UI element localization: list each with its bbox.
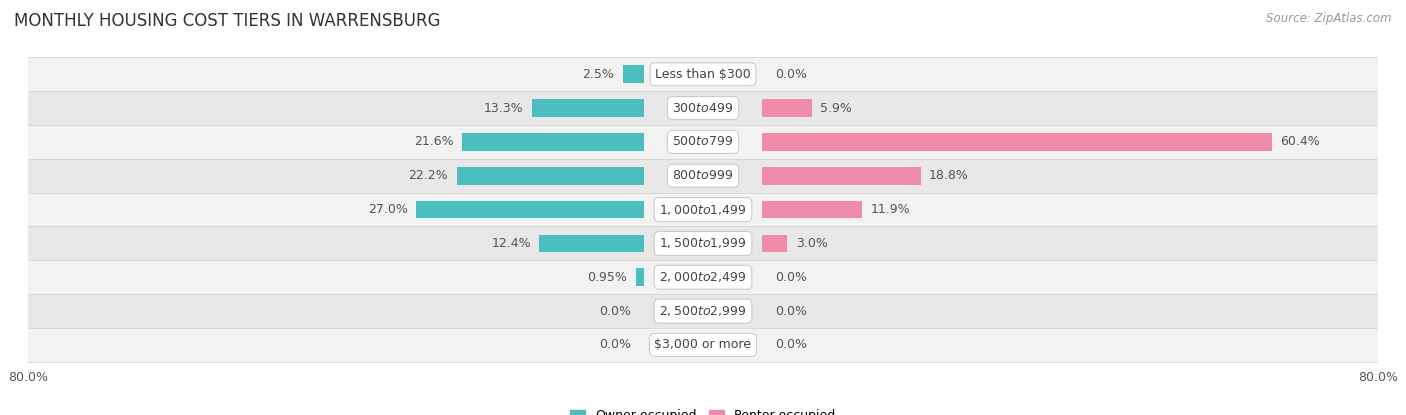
Text: Less than $300: Less than $300 [655,68,751,81]
Text: 0.95%: 0.95% [588,271,627,284]
Bar [28,125,1378,159]
Text: 11.9%: 11.9% [870,203,911,216]
Text: 18.8%: 18.8% [929,169,969,182]
Bar [457,167,644,185]
Text: MONTHLY HOUSING COST TIERS IN WARRENSBURG: MONTHLY HOUSING COST TIERS IN WARRENSBUR… [14,12,440,30]
Text: $2,000 to $2,499: $2,000 to $2,499 [659,270,747,284]
Bar [28,227,1378,260]
Bar [28,91,1378,125]
Bar [762,234,787,252]
Bar [623,66,644,83]
Text: 22.2%: 22.2% [409,169,449,182]
Text: 0.0%: 0.0% [775,68,807,81]
Text: $800 to $999: $800 to $999 [672,169,734,182]
Text: 5.9%: 5.9% [820,102,852,115]
Text: 60.4%: 60.4% [1279,135,1320,149]
Text: $3,000 or more: $3,000 or more [655,338,751,352]
Text: $300 to $499: $300 to $499 [672,102,734,115]
Text: 0.0%: 0.0% [775,305,807,317]
Bar [762,167,921,185]
Text: 21.6%: 21.6% [413,135,453,149]
Text: $2,500 to $2,999: $2,500 to $2,999 [659,304,747,318]
Bar [762,99,811,117]
Text: 0.0%: 0.0% [599,338,631,352]
Text: Source: ZipAtlas.com: Source: ZipAtlas.com [1267,12,1392,25]
Text: $500 to $799: $500 to $799 [672,135,734,149]
Bar [461,133,644,151]
Bar [416,201,644,218]
Text: 0.0%: 0.0% [775,338,807,352]
Text: 0.0%: 0.0% [599,305,631,317]
Text: 3.0%: 3.0% [796,237,828,250]
Bar [762,133,1271,151]
Bar [540,234,644,252]
Bar [28,328,1378,362]
Bar [28,260,1378,294]
Bar [636,269,644,286]
Bar [28,294,1378,328]
Bar [28,193,1378,227]
Bar [28,57,1378,91]
Text: 0.0%: 0.0% [775,271,807,284]
Bar [762,201,862,218]
Text: 13.3%: 13.3% [484,102,523,115]
Text: $1,500 to $1,999: $1,500 to $1,999 [659,237,747,250]
Text: $1,000 to $1,499: $1,000 to $1,499 [659,203,747,217]
Bar [28,159,1378,193]
Legend: Owner-occupied, Renter-occupied: Owner-occupied, Renter-occupied [565,405,841,415]
Bar [531,99,644,117]
Text: 27.0%: 27.0% [368,203,408,216]
Text: 2.5%: 2.5% [582,68,614,81]
Text: 12.4%: 12.4% [491,237,531,250]
